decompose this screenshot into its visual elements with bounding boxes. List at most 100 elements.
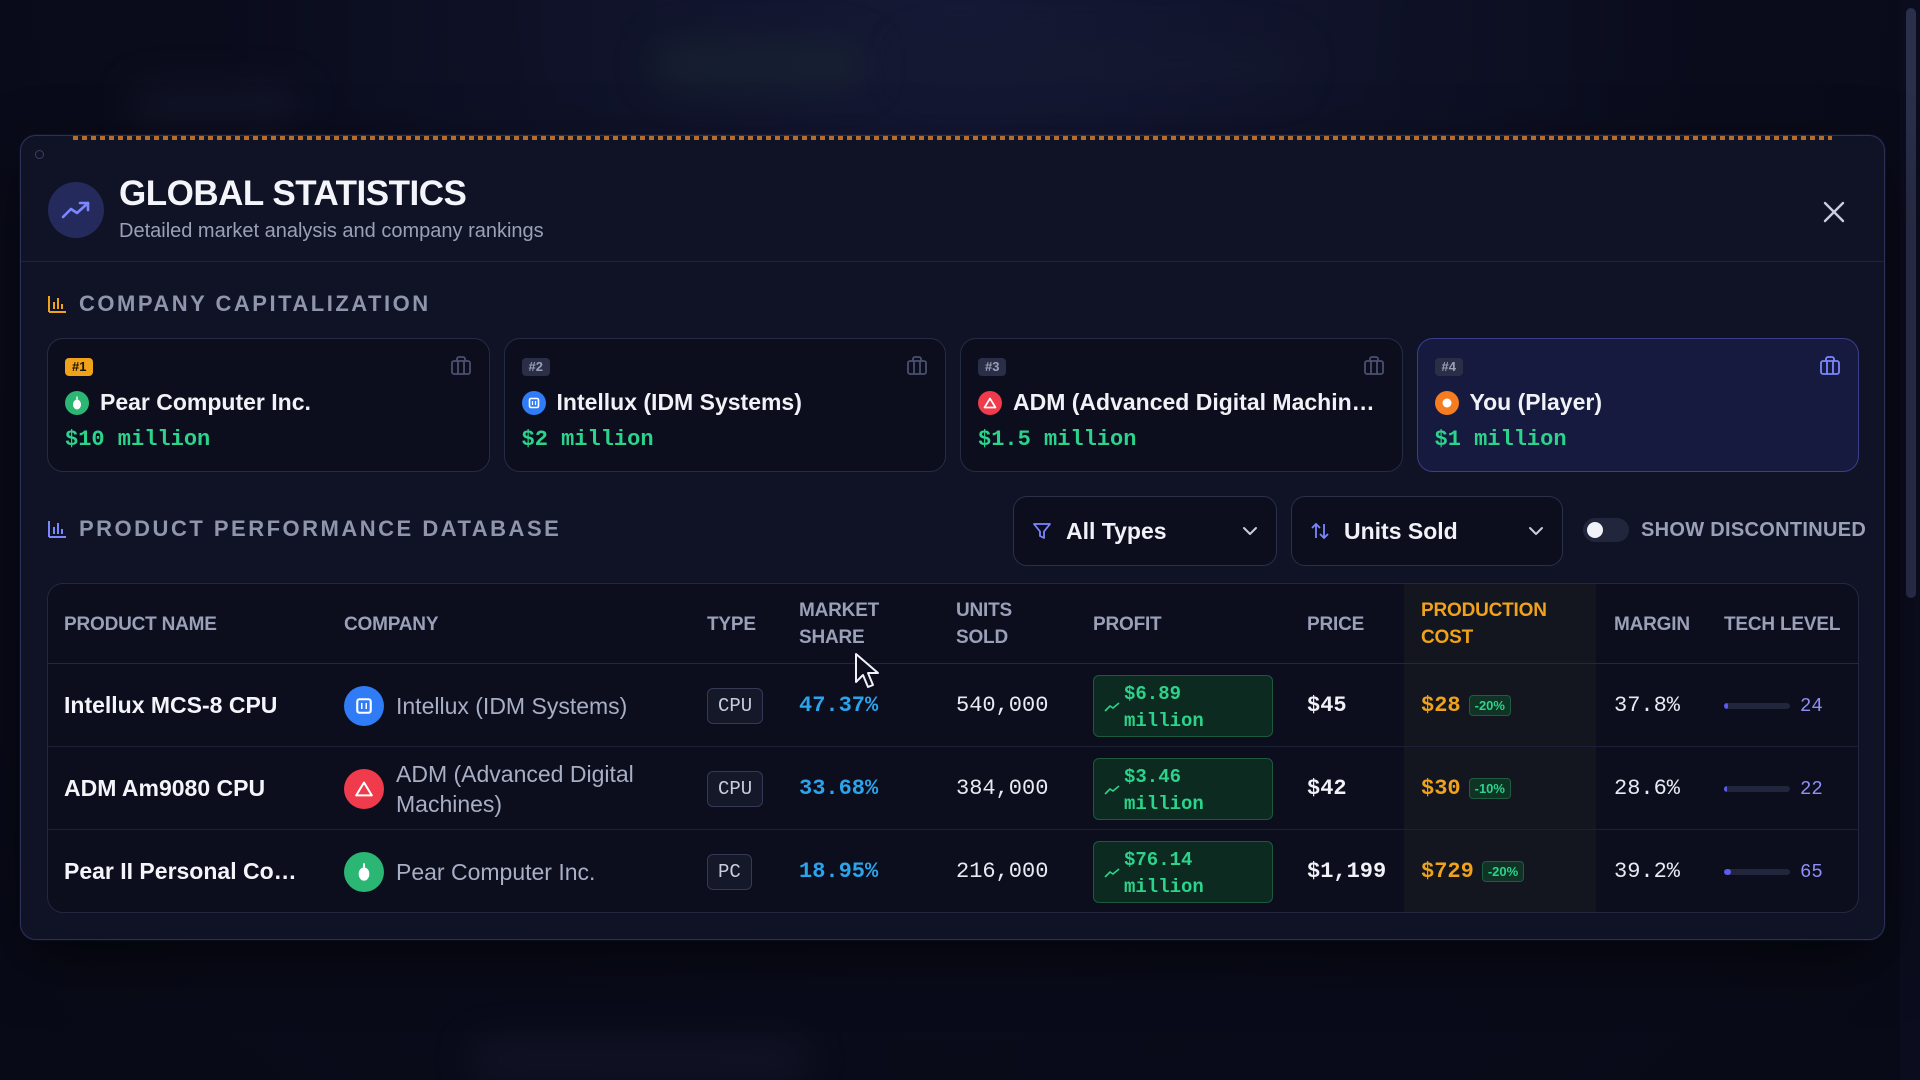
company-card[interactable]: #1 Pear Computer Inc. $10 million — [47, 338, 490, 472]
triangle-logo-icon — [978, 390, 1002, 415]
col-tech-level[interactable]: TECH LEVEL — [1724, 614, 1841, 635]
player-logo-icon — [1434, 390, 1459, 415]
production-cost-cell: $28 -20% — [1421, 664, 1511, 747]
market-share: 33.68% — [799, 776, 879, 801]
close-icon — [1823, 201, 1845, 223]
blurred-element — [470, 1040, 810, 1080]
rank-badge: #1 — [65, 358, 94, 376]
price: $45 — [1307, 693, 1347, 718]
company-card-player[interactable]: #4 You (Player) $1 million — [1416, 338, 1859, 472]
card-capitalization-value: $1.5 million — [978, 427, 1137, 452]
chip-logo-icon — [521, 390, 546, 415]
col-units-sold[interactable]: UNITS SOLD — [956, 600, 1013, 648]
trending-up-icon — [1104, 784, 1120, 795]
tech-level-value: 22 — [1800, 777, 1823, 800]
capitalization-cards: #1 Pear Computer Inc. $10 million #2 Int… — [47, 338, 1859, 472]
type-badge: PC — [707, 853, 752, 890]
card-company-name: Pear Computer Inc. — [65, 389, 311, 416]
col-production-cost[interactable]: PRODUCTION COST — [1421, 600, 1547, 648]
col-margin[interactable]: MARGIN — [1614, 614, 1690, 635]
tech-level-value: 24 — [1800, 694, 1823, 717]
trending-up-icon — [1104, 867, 1120, 878]
company-cell: ADM (Advanced Digital Machines) — [344, 747, 684, 830]
card-company-name: Intellux (IDM Systems) — [521, 389, 802, 416]
trending-up-icon — [48, 182, 104, 238]
card-capitalization-value: $10 million — [65, 427, 211, 452]
company-cell: Pear Computer Inc. — [344, 830, 684, 912]
production-cost: $30 — [1421, 776, 1461, 801]
tech-level-cell: 22 — [1724, 747, 1823, 830]
margin: 37.8% — [1614, 693, 1681, 718]
col-company[interactable]: COMPANY — [344, 614, 439, 635]
toggle-knob — [1587, 522, 1603, 538]
card-capitalization-value: $2 million — [521, 427, 654, 452]
trending-up-icon — [1104, 701, 1120, 712]
modal-title: GLOBAL STATISTICS — [119, 174, 467, 213]
section-title: COMPANY CAPITALIZATION — [79, 291, 431, 316]
sort-value: Units Sold — [1344, 517, 1458, 544]
section-company-capitalization: COMPANY CAPITALIZATION — [47, 291, 431, 317]
scrollbar-thumb[interactable] — [1906, 8, 1916, 598]
tech-level-bar — [1724, 702, 1790, 709]
chip-logo-icon — [344, 685, 384, 726]
show-discontinued-toggle[interactable] — [1583, 518, 1629, 542]
cost-change-badge: -10% — [1468, 778, 1511, 799]
page-scrollbar[interactable] — [1900, 0, 1920, 1080]
chevron-down-icon — [1243, 527, 1257, 535]
filter-icon — [1033, 523, 1051, 539]
profit-badge: $76.14 million — [1093, 840, 1273, 903]
tech-level-cell: 24 — [1724, 664, 1823, 747]
card-company-name: You (Player) — [1434, 389, 1602, 416]
col-product-name[interactable]: PRODUCT NAME — [64, 614, 217, 635]
production-cost-column-highlight — [1404, 584, 1596, 912]
rank-badge: #3 — [978, 358, 1007, 376]
mouse-cursor-icon — [855, 653, 879, 688]
table-row[interactable]: Intellux MCS-8 CPU Intellux (IDM Systems… — [48, 664, 1858, 747]
col-type[interactable]: TYPE — [707, 614, 756, 635]
type-badge: CPU — [707, 687, 764, 724]
product-name: Intellux MCS-8 CPU — [64, 692, 278, 718]
global-statistics-modal: GLOBAL STATISTICS Detailed market analys… — [20, 135, 1885, 940]
close-button[interactable] — [1818, 196, 1850, 228]
briefcase-icon — [1363, 356, 1384, 375]
units-sold: 540,000 — [956, 693, 1049, 718]
type-filter-value: All Types — [1066, 517, 1167, 544]
tech-level-cell: 65 — [1724, 830, 1823, 912]
production-cost: $729 — [1421, 859, 1474, 884]
pear-logo-icon — [344, 851, 384, 892]
units-sold: 384,000 — [956, 776, 1049, 801]
table-row[interactable]: Pear II Personal Co… Pear Computer Inc. … — [48, 830, 1858, 912]
card-company-name: ADM (Advanced Digital Machin… — [978, 389, 1375, 416]
price: $1,199 — [1307, 859, 1387, 884]
production-cost-cell: $30 -10% — [1421, 747, 1511, 830]
type-filter-dropdown[interactable]: All Types — [1013, 496, 1277, 566]
chevron-down-icon — [1529, 527, 1543, 535]
table-row[interactable]: ADM Am9080 CPU ADM (Advanced Digital Mac… — [48, 747, 1858, 830]
col-market-share[interactable]: MARKET SHARE — [799, 600, 880, 648]
show-discontinued-toggle-group: SHOW DISCONTINUED — [1583, 518, 1866, 542]
sort-arrows-icon — [1311, 522, 1329, 540]
tech-level-bar — [1724, 868, 1790, 875]
company-card[interactable]: #2 Intellux (IDM Systems) $2 million — [503, 338, 946, 472]
sort-dropdown[interactable]: Units Sold — [1291, 496, 1563, 566]
cost-change-badge: -20% — [1468, 695, 1511, 716]
modal-subtitle: Detailed market analysis and company ran… — [119, 220, 544, 242]
col-price[interactable]: PRICE — [1307, 614, 1365, 635]
market-share: 47.37% — [799, 693, 879, 718]
market-share: 18.95% — [799, 859, 879, 884]
product-name: Pear II Personal Co… — [64, 858, 297, 884]
pear-logo-icon — [65, 390, 89, 415]
triangle-logo-icon — [344, 768, 384, 809]
product-name: ADM Am9080 CPU — [64, 775, 266, 801]
col-profit[interactable]: PROFIT — [1093, 614, 1162, 635]
briefcase-icon — [907, 356, 927, 375]
profit-badge: $3.46 million — [1093, 757, 1273, 820]
units-sold: 216,000 — [956, 859, 1049, 884]
rank-badge: #2 — [521, 358, 550, 376]
company-card[interactable]: #3 ADM (Advanced Digital Machin… $1.5 mi… — [960, 338, 1403, 472]
section-product-performance: PRODUCT PERFORMANCE DATABASE — [47, 516, 561, 542]
corner-dot — [35, 150, 44, 159]
margin: 39.2% — [1614, 859, 1681, 884]
profit-badge: $6.89 million — [1093, 674, 1273, 737]
show-discontinued-label: SHOW DISCONTINUED — [1641, 518, 1867, 541]
